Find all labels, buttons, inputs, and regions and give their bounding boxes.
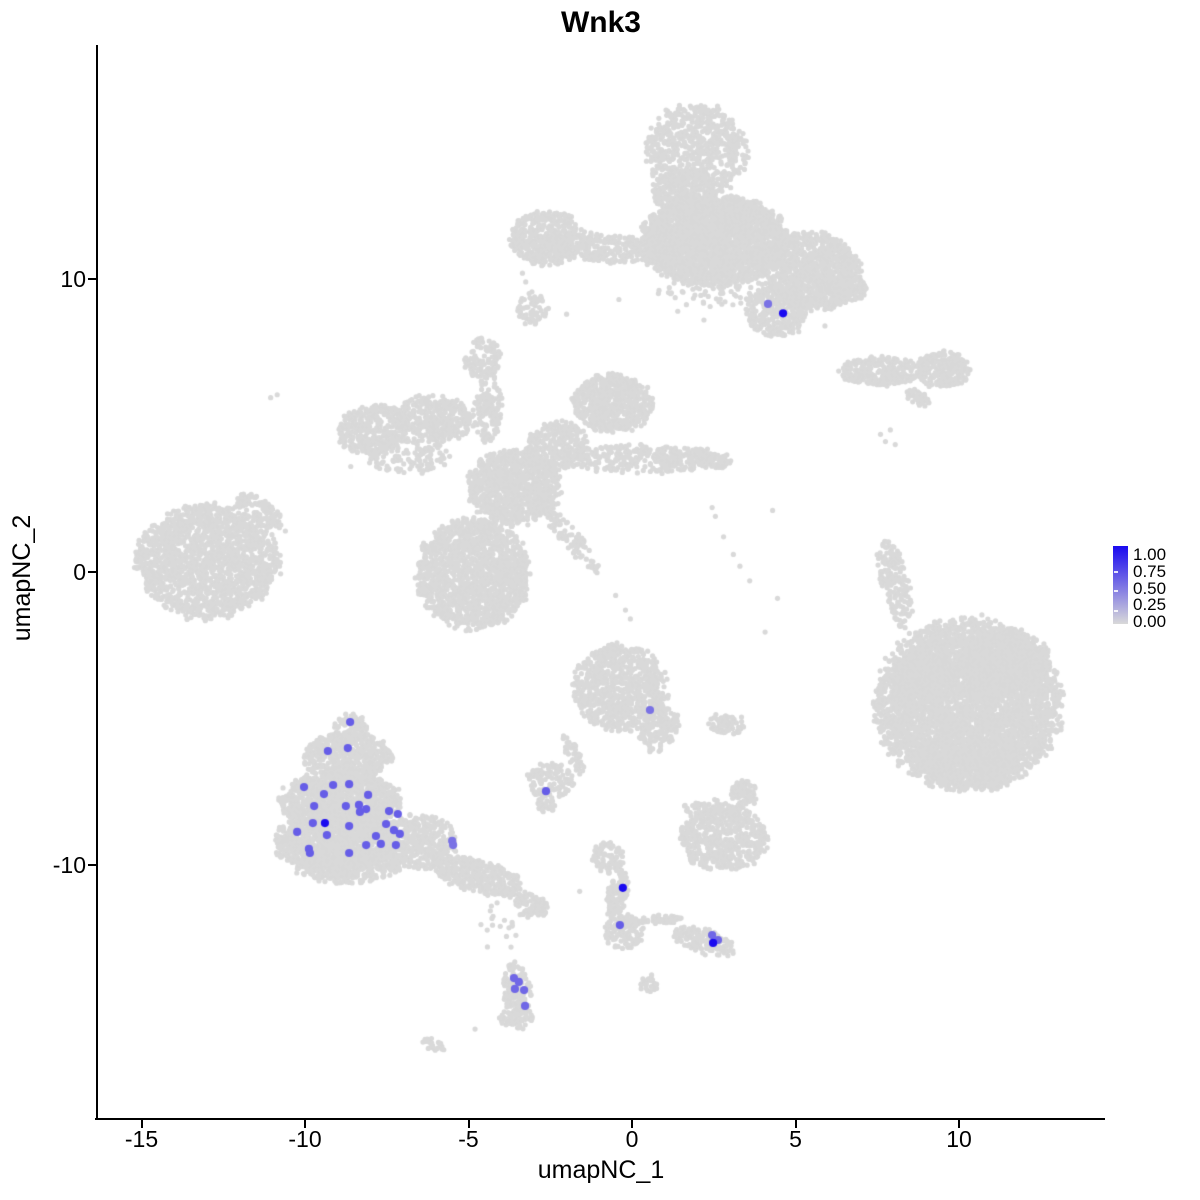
y-tick-label: -10	[52, 852, 86, 878]
x-tick-mark	[140, 1120, 143, 1128]
colorbar-tick-notch	[1129, 570, 1133, 573]
y-tick-mark	[88, 864, 96, 866]
colorbar-tick-notch	[1129, 609, 1133, 612]
x-tick-label: -15	[124, 1126, 159, 1152]
x-tick-label: 5	[789, 1126, 802, 1152]
y-axis-line	[96, 45, 98, 1120]
x-tick-label: 10	[946, 1126, 972, 1152]
legend-tick-label: 0.00	[1133, 612, 1167, 631]
legend-tick-label: 0.75	[1133, 561, 1167, 581]
legend-tick-label: 0.25	[1133, 595, 1167, 615]
x-tick-mark	[631, 1120, 633, 1128]
colorbar-tick-notch	[1114, 570, 1118, 573]
colorbar-tick-notch	[1114, 609, 1118, 612]
y-tick-mark	[88, 278, 96, 280]
legend-tick-label: 0.50	[1133, 578, 1167, 598]
legend-tick-label: 1.00	[1133, 545, 1167, 564]
y-tick-mark	[88, 571, 96, 573]
colorbar-tick-notch	[1114, 590, 1118, 592]
x-tick-mark	[467, 1120, 470, 1128]
x-tick-mark	[794, 1120, 797, 1128]
expression-colorbar-legend: 1.00 0.75 0.50 0.25 0.00	[1108, 540, 1200, 635]
y-tick-label: 10	[60, 266, 86, 292]
x-tick-label: -10	[288, 1126, 322, 1152]
x-tick-label: 0	[625, 1126, 639, 1152]
colorbar-gradient	[1113, 546, 1133, 624]
x-axis-title: umapNC_1	[537, 1156, 665, 1184]
x-tick-mark	[304, 1120, 306, 1128]
y-tick-label: 0	[73, 559, 86, 585]
y-axis-title: umapNC_2	[8, 514, 36, 642]
x-tick-mark	[958, 1120, 960, 1128]
x-axis-line	[95, 1118, 1105, 1120]
x-tick-label: -5	[458, 1126, 479, 1152]
plot-title: Wnk3	[560, 6, 641, 39]
colorbar-tick-notch	[1129, 590, 1133, 592]
